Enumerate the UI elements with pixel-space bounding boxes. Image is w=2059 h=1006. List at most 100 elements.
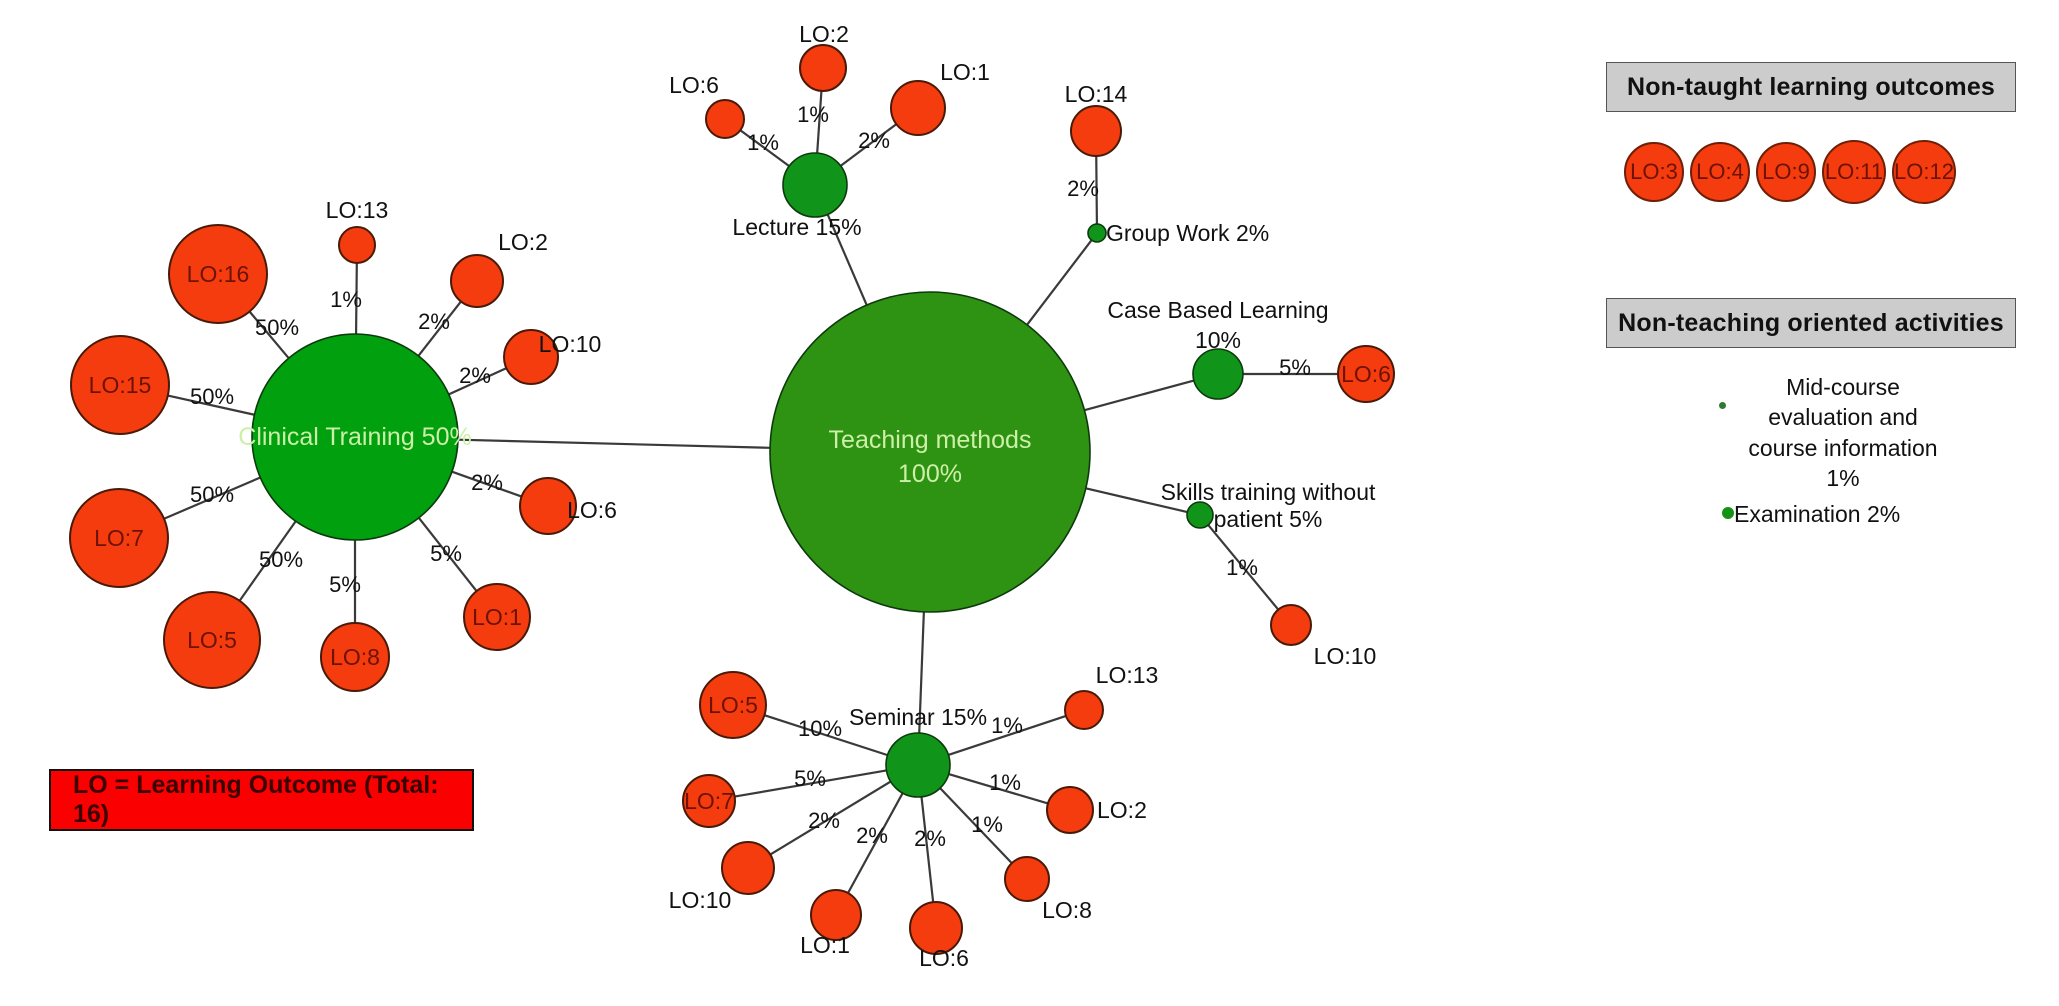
lo-node-lo13[interactable] xyxy=(338,226,376,264)
lo-node-lo1[interactable] xyxy=(810,889,862,941)
lo-node-label: LO:10 xyxy=(1314,643,1377,669)
hub-label-case-based-learning: Case Based Learning xyxy=(1107,297,1328,323)
mid-course-evaluation-line: course information xyxy=(1748,434,1938,461)
lo-node-lo6[interactable] xyxy=(909,901,963,955)
lo-node-label: LO:6 xyxy=(1341,361,1391,387)
nontaught-lo-label: LO:4 xyxy=(1696,159,1744,184)
edges-layer xyxy=(163,90,1338,903)
hub-node-lecture[interactable] xyxy=(782,152,848,218)
edge-seminar-LO7 xyxy=(734,769,887,798)
hub-node-clinical-training[interactable] xyxy=(251,333,459,541)
edge-percent-label: 5% xyxy=(430,541,462,566)
lo-node-lo14[interactable] xyxy=(1070,105,1122,157)
lo-node-label: LO:13 xyxy=(326,197,389,223)
edge-percent-label: 50% xyxy=(255,315,299,340)
nodes-layer xyxy=(69,44,1395,955)
hub-node-seminar[interactable] xyxy=(885,732,951,798)
hub-label-group-work: Group Work 2% xyxy=(1106,220,1269,246)
edge-percent-label: 50% xyxy=(190,384,234,409)
edge-clinical-training-LO5 xyxy=(238,520,297,602)
lo-node-lo7[interactable] xyxy=(69,488,169,588)
lo-node-lo5[interactable] xyxy=(699,671,767,739)
nontaught-lo-lo3[interactable]: LO:3 xyxy=(1624,142,1684,202)
center-node-teaching-methods[interactable] xyxy=(769,291,1091,613)
lo-node-label: LO:10 xyxy=(669,887,732,913)
lo-node-lo8[interactable] xyxy=(320,622,390,692)
hub-node-group-work[interactable] xyxy=(1087,223,1107,243)
edge-percent-label: 50% xyxy=(259,547,303,572)
hub-value-case-based-learning: 10% xyxy=(1195,327,1241,353)
labels-layer: 50% 1% 2% 2% 50% 2% 50% 5% 50% 5% 1% 1% 2% 2% 5% 1% 10% 1… xyxy=(89,21,1391,971)
mid-course-evaluation-label: Mid-course evaluation and course informati… xyxy=(1728,372,1958,493)
edge-clinical-training-LO6 xyxy=(451,470,523,498)
nonteaching-legend-header: Non-teaching oriented activities xyxy=(1606,298,2016,348)
lo-node-label: LO:7 xyxy=(684,788,734,814)
lo-node-lo5[interactable] xyxy=(163,591,261,689)
lo-node-label: LO:10 xyxy=(539,331,602,357)
lo-node-lo8[interactable] xyxy=(1004,856,1050,902)
edge-percent-label: 10% xyxy=(798,716,842,741)
nonteaching-legend-title: Non-teaching oriented activities xyxy=(1618,308,2004,337)
nontaught-lo-lo12[interactable]: LO:12 xyxy=(1892,140,1956,204)
edge-percent-label: 1% xyxy=(971,812,1003,837)
edge-percent-label: 2% xyxy=(914,826,946,851)
center-node-value: 100% xyxy=(898,460,962,488)
lo-node-lo7[interactable] xyxy=(682,774,736,828)
lo-node-lo13[interactable] xyxy=(1064,690,1104,730)
lo-node-lo6[interactable] xyxy=(1337,345,1395,403)
lo-node-label: LO:8 xyxy=(330,644,380,670)
lo-node-lo2[interactable] xyxy=(1046,786,1094,834)
nontaught-lo-label: LO:11 xyxy=(1824,159,1884,184)
mid-course-evaluation-line: 1% xyxy=(1826,465,1860,492)
edge-percent-label: 1% xyxy=(330,287,362,312)
edge-skills-training-LO10 xyxy=(1207,524,1280,611)
lo-node-label: LO:7 xyxy=(94,525,144,551)
edge-clinical-training-LO16 xyxy=(248,310,290,359)
edge-percent-label: 1% xyxy=(989,770,1021,795)
edge-percent-label: 2% xyxy=(858,128,890,153)
lo-node-label: LO:5 xyxy=(187,627,237,653)
edge-seminar-LO2 xyxy=(948,773,1049,805)
edge-percent-label: 1% xyxy=(797,102,829,127)
lo-node-lo16[interactable] xyxy=(168,224,268,324)
lo-node-lo6[interactable] xyxy=(705,99,745,139)
lo-node-label: LO:1 xyxy=(472,604,522,630)
lo-node-lo1[interactable] xyxy=(890,80,946,136)
lo-node-lo10[interactable] xyxy=(721,841,775,895)
lo-node-label: LO:1 xyxy=(800,932,850,958)
edge-percent-label: 2% xyxy=(459,363,491,388)
lo-node-lo6[interactable] xyxy=(519,477,577,535)
edge-percent-label: 2% xyxy=(1067,176,1099,201)
lo-node-lo10[interactable] xyxy=(1270,604,1312,646)
mid-course-evaluation-dot-icon xyxy=(1719,402,1726,409)
nontaught-lo-label: LO:9 xyxy=(1762,159,1810,184)
lo-node-lo2[interactable] xyxy=(450,254,504,308)
lo-definition-box: LO = Learning Outcome (Total: 16) xyxy=(49,769,474,831)
edge-center-to-group-work xyxy=(1026,239,1093,326)
edge-percent-label: 1% xyxy=(991,713,1023,738)
edge-percent-label: 2% xyxy=(471,470,503,495)
edge-lecture-LO1 xyxy=(839,123,898,167)
edge-clinical-training-LO13 xyxy=(354,262,358,335)
mid-course-evaluation-line: Mid-course xyxy=(1786,374,1900,400)
nontaught-lo-label: LO:3 xyxy=(1630,159,1678,184)
lo-node-label: LO:14 xyxy=(1065,81,1128,107)
lo-node-lo1[interactable] xyxy=(463,583,531,651)
hub-node-skills-training[interactable] xyxy=(1186,501,1214,529)
nontaught-lo-lo4[interactable]: LO:4 xyxy=(1690,142,1750,202)
lo-node-lo2[interactable] xyxy=(799,44,847,92)
hub-value-skills-training: patient 5% xyxy=(1214,506,1323,532)
nontaught-lo-lo9[interactable]: LO:9 xyxy=(1756,142,1816,202)
nontaught-lo-lo11[interactable]: LO:11 xyxy=(1822,140,1886,204)
hub-node-case-based-learning[interactable] xyxy=(1192,348,1244,400)
lo-node-lo15[interactable] xyxy=(70,335,170,435)
edge-group-work-LO14 xyxy=(1095,155,1099,225)
nontaught-legend-title: Non-taught learning outcomes xyxy=(1626,72,1996,101)
hub-label-seminar: Seminar 15% xyxy=(849,704,987,730)
lo-node-label: LO:6 xyxy=(669,72,719,98)
lo-node-lo10[interactable] xyxy=(503,329,559,385)
edge-percent-label: 5% xyxy=(329,572,361,597)
lo-node-label: LO:8 xyxy=(1042,897,1092,923)
edge-percent-label: 1% xyxy=(1226,555,1258,580)
